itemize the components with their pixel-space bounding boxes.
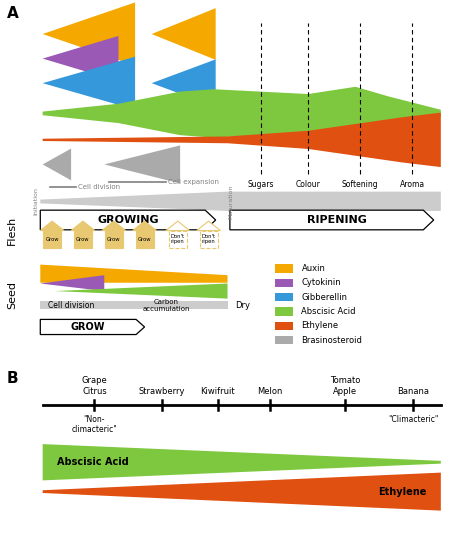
Polygon shape bbox=[197, 221, 220, 231]
Text: GROW: GROW bbox=[71, 322, 105, 332]
Polygon shape bbox=[43, 2, 135, 66]
Text: Maturation: Maturation bbox=[228, 184, 234, 219]
Bar bbox=[40, 301, 228, 309]
Bar bbox=[275, 293, 293, 301]
Text: "Climacteric": "Climacteric" bbox=[388, 415, 438, 424]
Text: Auxin: Auxin bbox=[301, 264, 325, 273]
Bar bbox=[275, 322, 293, 330]
Text: Tomato
Apple: Tomato Apple bbox=[330, 376, 360, 396]
Text: Don't
ripen: Don't ripen bbox=[201, 234, 216, 245]
Bar bbox=[275, 307, 293, 315]
Polygon shape bbox=[104, 145, 180, 184]
Text: "Non-
climacteric": "Non- climacteric" bbox=[72, 415, 117, 434]
Bar bbox=[169, 231, 187, 247]
Text: Cell division: Cell division bbox=[78, 184, 120, 190]
Polygon shape bbox=[43, 148, 71, 180]
Text: Banana: Banana bbox=[397, 387, 429, 396]
Polygon shape bbox=[40, 192, 441, 211]
Polygon shape bbox=[133, 221, 156, 231]
Text: Cytokinin: Cytokinin bbox=[301, 278, 341, 287]
Text: Initiation: Initiation bbox=[34, 187, 39, 215]
Text: GROWING: GROWING bbox=[97, 215, 159, 225]
Bar bbox=[43, 231, 61, 247]
Polygon shape bbox=[71, 221, 95, 231]
Text: Cell expansion: Cell expansion bbox=[168, 179, 219, 185]
Text: Brasinosteroid: Brasinosteroid bbox=[301, 336, 362, 345]
Text: B: B bbox=[7, 370, 19, 386]
Polygon shape bbox=[152, 8, 216, 60]
Text: Cell division: Cell division bbox=[48, 301, 94, 309]
Polygon shape bbox=[40, 275, 104, 291]
Bar bbox=[275, 336, 293, 345]
Text: Strawberry: Strawberry bbox=[139, 387, 185, 396]
Polygon shape bbox=[102, 221, 126, 231]
Text: Abscisic Acid: Abscisic Acid bbox=[301, 307, 356, 316]
Polygon shape bbox=[55, 284, 228, 299]
FancyArrow shape bbox=[230, 210, 434, 230]
Polygon shape bbox=[166, 221, 190, 231]
Text: Ethylene: Ethylene bbox=[301, 321, 338, 330]
Polygon shape bbox=[40, 265, 228, 283]
Text: Kiwifruit: Kiwifruit bbox=[201, 387, 235, 396]
Text: Grow: Grow bbox=[46, 237, 59, 241]
Text: Flesh: Flesh bbox=[7, 216, 17, 245]
Text: Melon: Melon bbox=[257, 387, 283, 396]
Bar bbox=[275, 264, 293, 273]
FancyArrow shape bbox=[40, 210, 216, 230]
Text: RIPENING: RIPENING bbox=[307, 215, 366, 225]
Text: Grow: Grow bbox=[76, 237, 90, 241]
Polygon shape bbox=[43, 87, 441, 140]
Text: Ethylene: Ethylene bbox=[378, 487, 427, 497]
Text: A: A bbox=[7, 5, 19, 21]
Bar bbox=[275, 279, 293, 287]
Text: Grow: Grow bbox=[138, 237, 151, 241]
FancyArrow shape bbox=[40, 319, 145, 334]
Text: Seed: Seed bbox=[7, 281, 17, 309]
Bar bbox=[200, 231, 218, 247]
Text: Dry: Dry bbox=[235, 301, 250, 309]
Text: Don't
ripen: Don't ripen bbox=[171, 234, 185, 245]
Polygon shape bbox=[43, 113, 441, 167]
Text: Sugars: Sugars bbox=[247, 179, 274, 188]
Polygon shape bbox=[152, 59, 216, 107]
Bar bbox=[136, 231, 154, 247]
Polygon shape bbox=[43, 472, 441, 511]
Text: Abscisic Acid: Abscisic Acid bbox=[57, 457, 128, 467]
Bar bbox=[74, 231, 92, 247]
Text: Gibberellin: Gibberellin bbox=[301, 293, 347, 302]
Polygon shape bbox=[40, 221, 64, 231]
Polygon shape bbox=[43, 36, 118, 81]
Text: Aroma: Aroma bbox=[400, 179, 425, 188]
Bar bbox=[105, 231, 123, 247]
Text: Grape
Citrus: Grape Citrus bbox=[82, 376, 107, 396]
Text: Softening: Softening bbox=[342, 179, 379, 188]
Polygon shape bbox=[43, 444, 441, 481]
Text: Carbon
accumulation: Carbon accumulation bbox=[142, 299, 190, 312]
Text: Grow: Grow bbox=[107, 237, 120, 241]
Polygon shape bbox=[43, 57, 135, 110]
Text: Colour: Colour bbox=[296, 179, 320, 188]
